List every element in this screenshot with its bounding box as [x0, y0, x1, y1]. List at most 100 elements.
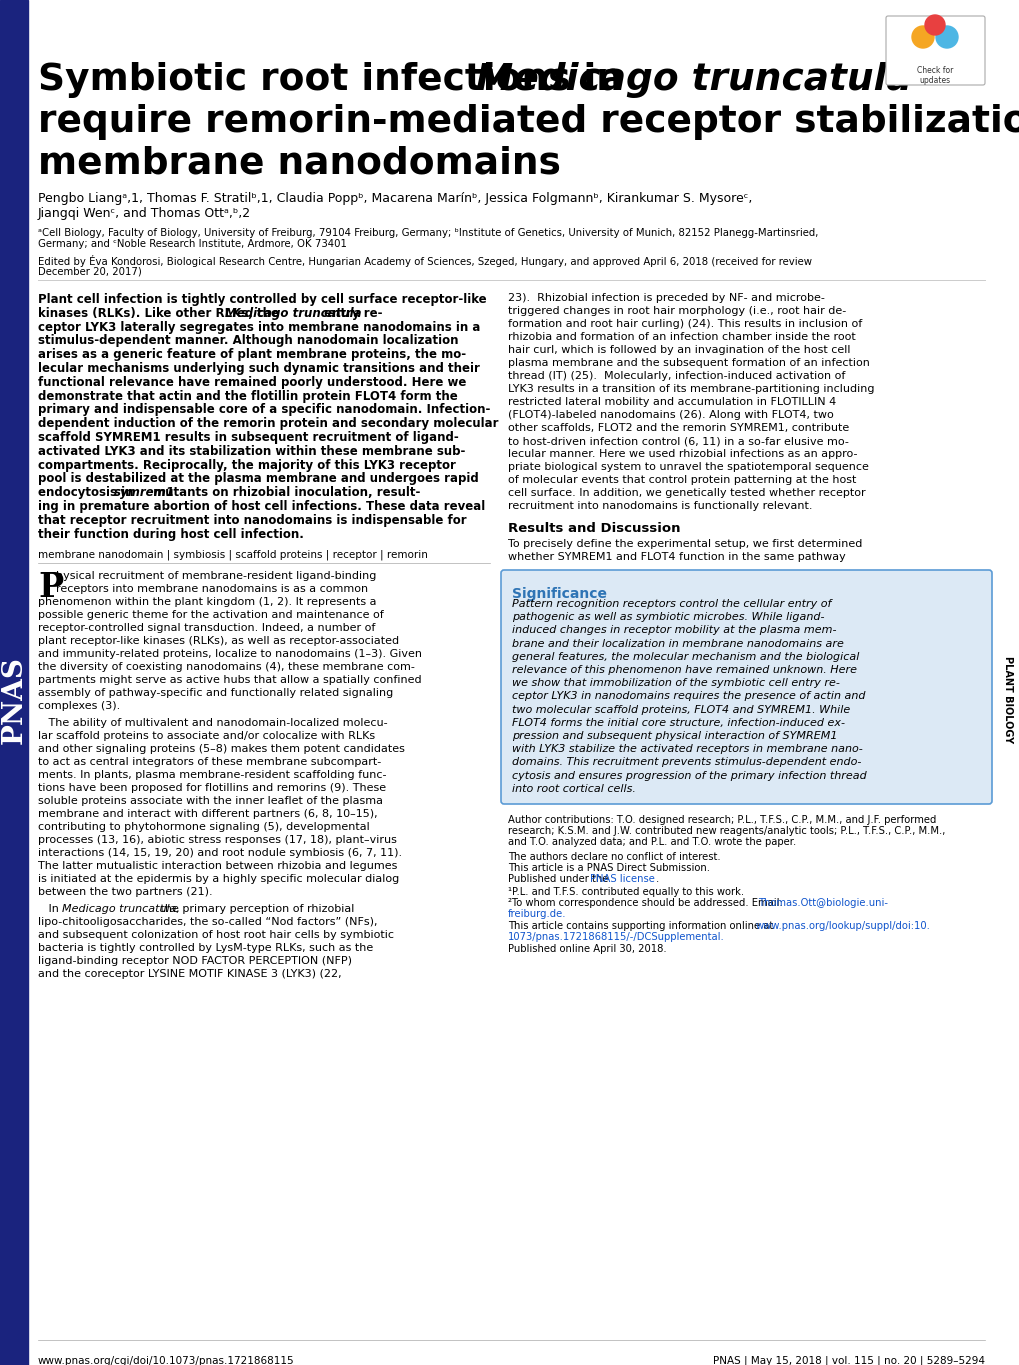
Text: Jiangqi Wenᶜ, and Thomas Ottᵃ,ᵇ,2: Jiangqi Wenᶜ, and Thomas Ottᵃ,ᵇ,2 — [38, 207, 251, 220]
Text: priate biological system to unravel the spatiotemporal sequence: priate biological system to unravel the … — [507, 461, 868, 472]
Text: cytosis and ensures progression of the primary infection thread: cytosis and ensures progression of the p… — [512, 771, 866, 781]
Text: rhizobia and formation of an infection chamber inside the root: rhizobia and formation of an infection c… — [507, 332, 855, 343]
Text: activated LYK3 and its stabilization within these membrane sub-: activated LYK3 and its stabilization wit… — [38, 445, 465, 457]
Text: dependent induction of the remorin protein and secondary molecular: dependent induction of the remorin prote… — [38, 418, 498, 430]
Text: The authors declare no conflict of interest.: The authors declare no conflict of inter… — [507, 852, 719, 863]
Text: cell surface. In addition, we genetically tested whether receptor: cell surface. In addition, we geneticall… — [507, 489, 865, 498]
Text: December 20, 2017): December 20, 2017) — [38, 266, 142, 276]
Text: mutants on rhizobial inoculation, result-: mutants on rhizobial inoculation, result… — [149, 486, 420, 500]
Text: PNAS: PNAS — [0, 657, 28, 744]
Text: PNAS | May 15, 2018 | vol. 115 | no. 20 | 5289–5294: PNAS | May 15, 2018 | vol. 115 | no. 20 … — [712, 1355, 984, 1365]
Text: complexes (3).: complexes (3). — [38, 702, 120, 711]
Text: contributing to phytohormone signaling (5), developmental: contributing to phytohormone signaling (… — [38, 822, 370, 833]
Text: partments might serve as active hubs that allow a spatially confined: partments might serve as active hubs tha… — [38, 676, 421, 685]
Text: of molecular events that control protein patterning at the host: of molecular events that control protein… — [507, 475, 856, 485]
Text: functional relevance have remained poorly understood. Here we: functional relevance have remained poorl… — [38, 375, 466, 389]
Text: plant receptor-like kinases (RLKs), as well as receptor-associated: plant receptor-like kinases (RLKs), as w… — [38, 636, 398, 647]
Text: hysical recruitment of membrane-resident ligand-binding: hysical recruitment of membrane-resident… — [56, 572, 376, 581]
Text: ments. In plants, plasma membrane-resident scaffolding func-: ments. In plants, plasma membrane-reside… — [38, 770, 386, 781]
Text: ᵃCell Biology, Faculty of Biology, University of Freiburg, 79104 Freiburg, Germa: ᵃCell Biology, Faculty of Biology, Unive… — [38, 228, 817, 238]
Text: that receptor recruitment into nanodomains is indispensable for: that receptor recruitment into nanodomai… — [38, 513, 466, 527]
Text: Pattern recognition receptors control the cellular entry of: Pattern recognition receptors control th… — [512, 599, 830, 609]
Circle shape — [935, 26, 957, 48]
Bar — [0, 0, 28, 1365]
Text: with LYK3 stabilize the activated receptors in membrane nano-: with LYK3 stabilize the activated recept… — [512, 744, 862, 755]
Text: research; K.S.M. and J.W. contributed new reagents/analytic tools; P.L., T.F.S.,: research; K.S.M. and J.W. contributed ne… — [507, 826, 945, 835]
Text: membrane nanodomains: membrane nanodomains — [38, 146, 560, 182]
Text: Significance: Significance — [512, 587, 606, 601]
Text: pression and subsequent physical interaction of SYMREM1: pression and subsequent physical interac… — [512, 732, 837, 741]
Text: thread (IT) (25).  Molecularly, infection-induced activation of: thread (IT) (25). Molecularly, infection… — [507, 371, 845, 381]
Text: induced changes in receptor mobility at the plasma mem-: induced changes in receptor mobility at … — [512, 625, 836, 635]
Text: require remorin-mediated receptor stabilization in: require remorin-mediated receptor stabil… — [38, 104, 1019, 141]
Text: and immunity-related proteins, localize to nanodomains (1–3). Given: and immunity-related proteins, localize … — [38, 650, 422, 659]
Text: Plant cell infection is tightly controlled by cell surface receptor-like: Plant cell infection is tightly controll… — [38, 293, 486, 306]
Text: and the coreceptor LYSINE MOTIF KINASE 3 (LYK3) (22,: and the coreceptor LYSINE MOTIF KINASE 3… — [38, 969, 341, 980]
Text: to host-driven infection control (6, 11) in a so-far elusive mo-: to host-driven infection control (6, 11)… — [507, 435, 848, 446]
Text: other scaffolds, FLOT2 and the remorin SYMREM1, contribute: other scaffolds, FLOT2 and the remorin S… — [507, 423, 849, 433]
Text: symrem1: symrem1 — [114, 486, 174, 500]
Text: This article is a PNAS Direct Submission.: This article is a PNAS Direct Submission… — [507, 863, 709, 874]
Text: formation and root hair curling) (24). This results in inclusion of: formation and root hair curling) (24). T… — [507, 319, 861, 329]
Text: ²To whom correspondence should be addressed. Email:: ²To whom correspondence should be addres… — [507, 898, 785, 908]
Text: LYK3 results in a transition of its membrane-partitioning including: LYK3 results in a transition of its memb… — [507, 384, 873, 394]
Text: ligand-binding receptor NOD FACTOR PERCEPTION (NFP): ligand-binding receptor NOD FACTOR PERCE… — [38, 957, 352, 966]
Text: restricted lateral mobility and accumulation in FLOTILLIN 4: restricted lateral mobility and accumula… — [507, 397, 836, 407]
Text: The latter mutualistic interaction between rhizobia and legumes: The latter mutualistic interaction betwe… — [38, 861, 397, 871]
Text: membrane nanodomain | symbiosis | scaffold proteins | receptor | remorin: membrane nanodomain | symbiosis | scaffo… — [38, 549, 427, 560]
Text: lar scaffold proteins to associate and/or colocalize with RLKs: lar scaffold proteins to associate and/o… — [38, 732, 375, 741]
Text: In: In — [38, 905, 62, 915]
Text: Published under the: Published under the — [507, 874, 611, 885]
Text: processes (13, 16), abiotic stress responses (17, 18), plant–virus: processes (13, 16), abiotic stress respo… — [38, 835, 396, 845]
Text: receptor-controlled signal transduction. Indeed, a number of: receptor-controlled signal transduction.… — [38, 624, 375, 633]
Text: Published online April 30, 2018.: Published online April 30, 2018. — [507, 945, 666, 954]
Text: membrane and interact with different partners (6, 8, 10–15),: membrane and interact with different par… — [38, 809, 377, 819]
FancyBboxPatch shape — [500, 571, 991, 804]
Text: we show that immobilization of the symbiotic cell entry re-: we show that immobilization of the symbi… — [512, 678, 839, 688]
Text: plasma membrane and the subsequent formation of an infection: plasma membrane and the subsequent forma… — [507, 358, 869, 369]
Text: ing in premature abortion of host cell infections. These data reveal: ing in premature abortion of host cell i… — [38, 500, 485, 513]
Text: Symbiotic root infections in: Symbiotic root infections in — [38, 61, 635, 98]
Text: PLANT BIOLOGY: PLANT BIOLOGY — [1002, 657, 1012, 744]
Text: lecular mechanisms underlying such dynamic transitions and their: lecular mechanisms underlying such dynam… — [38, 362, 479, 375]
Text: .: . — [655, 874, 658, 885]
FancyBboxPatch shape — [886, 16, 984, 85]
Text: possible generic theme for the activation and maintenance of: possible generic theme for the activatio… — [38, 610, 383, 621]
Text: ceptor LYK3 laterally segregates into membrane nanodomains in a: ceptor LYK3 laterally segregates into me… — [38, 321, 480, 333]
Text: brane and their localization in membrane nanodomains are: brane and their localization in membrane… — [512, 639, 843, 648]
Text: recruitment into nanodomains is functionally relevant.: recruitment into nanodomains is function… — [507, 501, 812, 511]
Text: Medicago truncatula: Medicago truncatula — [476, 61, 911, 98]
Text: pool is destabilized at the plasma membrane and undergoes rapid: pool is destabilized at the plasma membr… — [38, 472, 478, 486]
Circle shape — [911, 26, 933, 48]
Text: between the two partners (21).: between the two partners (21). — [38, 887, 212, 897]
Text: ¹P.L. and T.F.S. contributed equally to this work.: ¹P.L. and T.F.S. contributed equally to … — [507, 887, 744, 897]
Text: into root cortical cells.: into root cortical cells. — [512, 784, 635, 794]
Text: (FLOT4)-labeled nanodomains (26). Along with FLOT4, two: (FLOT4)-labeled nanodomains (26). Along … — [507, 410, 833, 420]
Text: To precisely define the experimental setup, we first determined: To precisely define the experimental set… — [507, 539, 861, 549]
Text: arises as a generic feature of plant membrane proteins, the mo-: arises as a generic feature of plant mem… — [38, 348, 466, 362]
Text: lecular manner. Here we used rhizobial infections as an appro-: lecular manner. Here we used rhizobial i… — [507, 449, 857, 459]
Text: and other signaling proteins (5–8) makes them potent candidates: and other signaling proteins (5–8) makes… — [38, 744, 405, 755]
Text: Thomas.Ott@biologie.uni-: Thomas.Ott@biologie.uni- — [757, 898, 888, 908]
Text: ceptor LYK3 in nanodomains requires the presence of actin and: ceptor LYK3 in nanodomains requires the … — [512, 692, 865, 702]
Text: soluble proteins associate with the inner leaflet of the plasma: soluble proteins associate with the inne… — [38, 796, 382, 807]
Text: and subsequent colonization of host root hair cells by symbiotic: and subsequent colonization of host root… — [38, 931, 393, 940]
Text: general features, the molecular mechanism and the biological: general features, the molecular mechanis… — [512, 652, 859, 662]
Text: Check for
updates: Check for updates — [916, 66, 952, 86]
Text: tions have been proposed for flotillins and remorins (9). These: tions have been proposed for flotillins … — [38, 784, 386, 793]
Text: primary and indispensable core of a specific nanodomain. Infection-: primary and indispensable core of a spec… — [38, 404, 490, 416]
Text: 23).  Rhizobial infection is preceded by NF- and microbe-: 23). Rhizobial infection is preceded by … — [507, 293, 824, 303]
Text: phenomenon within the plant kingdom (1, 2). It represents a: phenomenon within the plant kingdom (1, … — [38, 598, 376, 607]
Text: P: P — [38, 572, 63, 605]
Circle shape — [924, 15, 944, 35]
Text: endocytosis in: endocytosis in — [38, 486, 138, 500]
Text: FLOT4 forms the initial core structure, infection-induced ex-: FLOT4 forms the initial core structure, … — [512, 718, 844, 728]
Text: their function during host cell infection.: their function during host cell infectio… — [38, 528, 304, 541]
Text: www.pnas.org/cgi/doi/10.1073/pnas.1721868115: www.pnas.org/cgi/doi/10.1073/pnas.172186… — [38, 1355, 294, 1365]
Text: This article contains supporting information online at: This article contains supporting informa… — [507, 921, 775, 931]
Text: to act as central integrators of these membrane subcompart-: to act as central integrators of these m… — [38, 758, 381, 767]
Text: freiburg.de.: freiburg.de. — [507, 909, 566, 919]
Text: relevance of this phenomenon have remained unknown. Here: relevance of this phenomenon have remain… — [512, 665, 856, 676]
Text: www.pnas.org/lookup/suppl/doi:10.: www.pnas.org/lookup/suppl/doi:10. — [755, 921, 930, 931]
Text: PNAS license: PNAS license — [589, 874, 654, 885]
